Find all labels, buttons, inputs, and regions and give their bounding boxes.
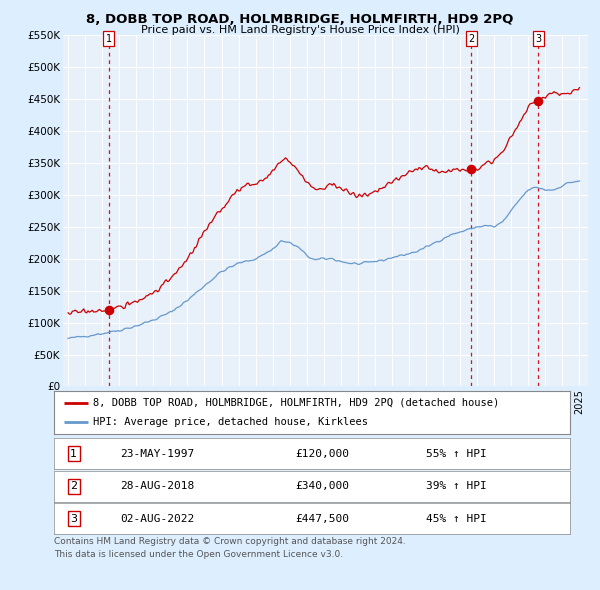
Text: 2: 2 (468, 34, 475, 44)
Text: 8, DOBB TOP ROAD, HOLMBRIDGE, HOLMFIRTH, HD9 2PQ: 8, DOBB TOP ROAD, HOLMBRIDGE, HOLMFIRTH,… (86, 13, 514, 26)
Text: 8, DOBB TOP ROAD, HOLMBRIDGE, HOLMFIRTH, HD9 2PQ (detached house): 8, DOBB TOP ROAD, HOLMBRIDGE, HOLMFIRTH,… (92, 398, 499, 408)
Text: 2: 2 (70, 481, 77, 491)
Point (533, 96, 543, 106)
Point (104, 305, 113, 314)
Text: 28-AUG-2018: 28-AUG-2018 (120, 481, 194, 491)
Text: 1: 1 (70, 449, 77, 458)
Text: 3: 3 (535, 34, 541, 44)
Text: This data is licensed under the Open Government Licence v3.0.: This data is licensed under the Open Gov… (54, 550, 343, 559)
Text: 45% ↑ HPI: 45% ↑ HPI (426, 514, 487, 523)
Point (467, 165, 476, 174)
Text: 55% ↑ HPI: 55% ↑ HPI (426, 449, 487, 458)
Text: 1: 1 (106, 34, 112, 44)
Text: £447,500: £447,500 (295, 514, 349, 523)
Text: Price paid vs. HM Land Registry's House Price Index (HPI): Price paid vs. HM Land Registry's House … (140, 25, 460, 35)
Text: £120,000: £120,000 (295, 449, 349, 458)
Text: Contains HM Land Registry data © Crown copyright and database right 2024.: Contains HM Land Registry data © Crown c… (54, 537, 406, 546)
Text: 02-AUG-2022: 02-AUG-2022 (120, 514, 194, 523)
Text: 39% ↑ HPI: 39% ↑ HPI (426, 481, 487, 491)
Text: £340,000: £340,000 (295, 481, 349, 491)
Text: 3: 3 (70, 514, 77, 523)
Text: 23-MAY-1997: 23-MAY-1997 (120, 449, 194, 458)
Text: HPI: Average price, detached house, Kirklees: HPI: Average price, detached house, Kirk… (92, 417, 368, 427)
